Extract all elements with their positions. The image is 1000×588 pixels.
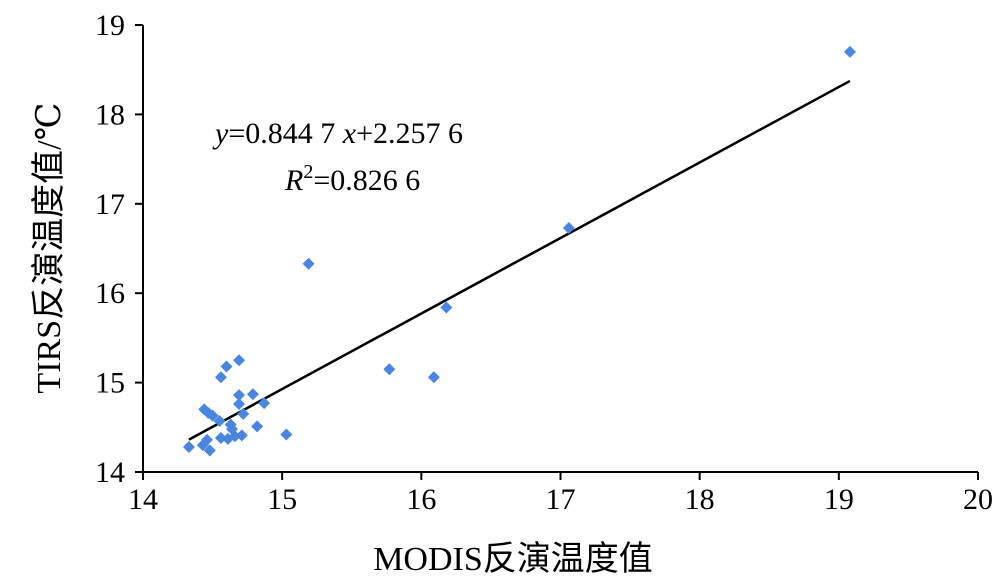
tick-labels: 14 15 16 17 18 19 20 14 15 16 17 18 19: [95, 9, 993, 516]
x-tick-label-20: 20: [963, 483, 993, 516]
x-tick-label-14: 14: [128, 483, 158, 516]
equation-part1: =0.844 7: [228, 117, 342, 150]
data-point-16: [237, 407, 250, 420]
r-squared: R2=0.826 6: [284, 161, 420, 197]
data-point-4: [203, 444, 216, 457]
data-point-26: [383, 363, 396, 376]
x-tick-label-18: 18: [685, 483, 715, 516]
data-point-18: [246, 388, 259, 401]
y-tick-label-14: 14: [95, 456, 125, 489]
data-point-3: [201, 433, 214, 446]
x-tick-label-15: 15: [267, 483, 297, 516]
data-point-19: [251, 420, 264, 433]
y-tick-label-16: 16: [95, 277, 125, 310]
r2-sup: 2: [303, 161, 313, 183]
data-point-27: [427, 371, 440, 384]
data-point-1: [182, 440, 195, 453]
x-tick-label-16: 16: [406, 483, 436, 516]
data-point-14: [233, 398, 246, 411]
equation-var-x: x: [342, 117, 357, 150]
data-point-28: [440, 301, 453, 314]
trendline-layer: [188, 79, 851, 441]
data-point-23: [233, 354, 246, 367]
data-point-25: [302, 257, 315, 270]
data-point-13: [228, 430, 241, 443]
points-layer: [182, 45, 856, 457]
data-point-30: [843, 45, 856, 58]
data-point-7: [206, 409, 219, 422]
equation-part2: +2.257 6: [356, 117, 463, 150]
data-point-24: [280, 428, 293, 441]
r2-value: =0.826 6: [313, 164, 420, 197]
data-point-15: [233, 389, 246, 402]
data-point-17: [235, 429, 248, 442]
trendline: [188, 79, 851, 441]
x-tick-label-17: 17: [546, 483, 576, 516]
y-axis-title: TIRS反演温度值/℃: [30, 102, 68, 393]
x-tick-label-19: 19: [824, 483, 854, 516]
y-tick-label-15: 15: [95, 367, 125, 400]
data-point-29: [562, 221, 575, 234]
y-tick-label-18: 18: [95, 98, 125, 131]
y-tick-label-17: 17: [95, 188, 125, 221]
data-point-22: [220, 360, 233, 373]
ticks: [135, 24, 979, 480]
regression-equation: y=0.844 7 x+2.257 6: [212, 117, 463, 150]
data-point-20: [258, 397, 271, 410]
y-tick-label-19: 19: [95, 9, 125, 42]
equation-var-y: y: [212, 117, 229, 150]
data-point-8: [213, 415, 226, 428]
data-point-21: [214, 371, 227, 384]
x-axis-title: MODIS反演温度值: [373, 540, 653, 578]
r2-var: R: [284, 164, 303, 197]
data-point-9: [214, 432, 227, 445]
